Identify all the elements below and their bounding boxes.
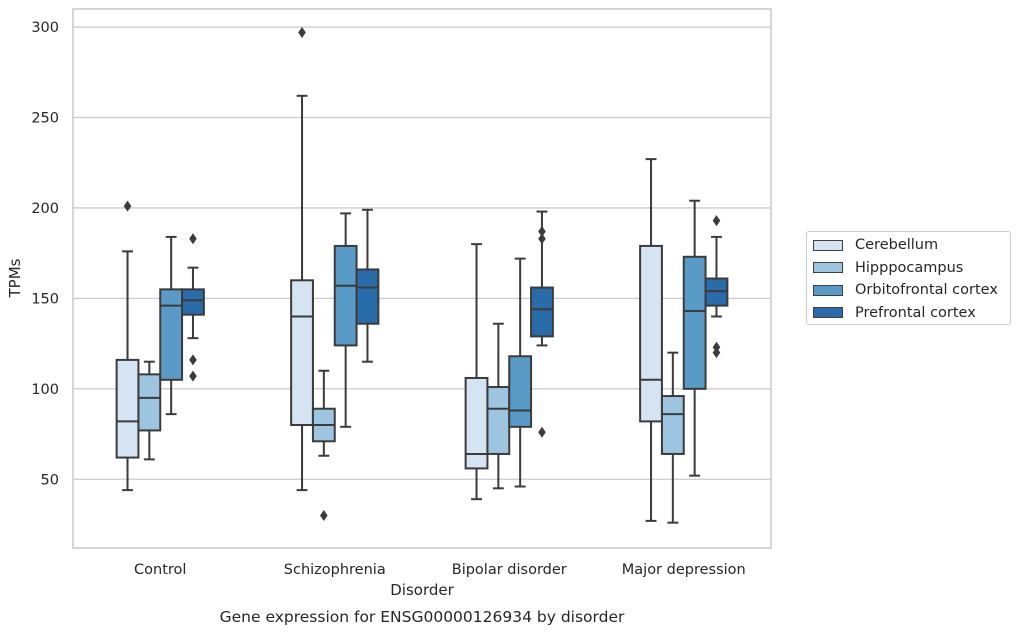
outlier-point xyxy=(538,233,546,245)
x-tick-label: Bipolar disorder xyxy=(452,562,567,578)
x-tick-label: Control xyxy=(134,562,186,578)
outlier-point xyxy=(538,426,546,438)
y-tick-label: 50 xyxy=(41,472,59,488)
legend-label: Orbitofrontal cortex xyxy=(855,282,998,298)
boxes xyxy=(115,27,729,524)
box xyxy=(508,355,533,428)
legend-swatch xyxy=(813,307,843,318)
box xyxy=(115,358,140,459)
box xyxy=(660,395,685,455)
y-axis-label: TPMs xyxy=(6,258,24,298)
box xyxy=(137,373,162,432)
legend-item: Prefrontal cortex xyxy=(813,304,976,322)
legend-label: Cerebellum xyxy=(855,237,939,253)
outlier-point xyxy=(538,225,546,237)
y-tick-label: 300 xyxy=(31,20,59,36)
y-tick-label: 100 xyxy=(31,382,59,398)
outlier-point xyxy=(320,509,328,521)
legend-item: Hipppocampus xyxy=(813,259,963,277)
box xyxy=(333,244,358,347)
outlier-point xyxy=(712,215,721,227)
outlier-point xyxy=(189,370,197,382)
box xyxy=(486,386,511,455)
box xyxy=(682,255,707,390)
outlier-point xyxy=(712,347,721,359)
x-tick-label: Major depression xyxy=(622,562,746,578)
legend-swatch xyxy=(813,239,843,251)
outlier-point xyxy=(189,354,197,366)
box xyxy=(639,244,663,423)
x-axis-label: Disorder xyxy=(390,581,454,599)
legend-item: Orbitofrontal cortex xyxy=(813,281,998,299)
chart-title: Gene expression for ENSG00000126934 by d… xyxy=(220,608,625,626)
x-tick-label: Schizophrenia xyxy=(284,562,386,578)
legend-swatch xyxy=(813,284,843,296)
outlier-point xyxy=(123,200,132,212)
box xyxy=(290,279,314,427)
outlier-point xyxy=(298,27,306,39)
legend-item: Cerebellum xyxy=(813,236,938,254)
box xyxy=(355,268,380,325)
legend-label: Hipppocampus xyxy=(855,259,964,276)
outlier-point xyxy=(189,233,197,245)
y-tick-label: 250 xyxy=(31,111,59,127)
box xyxy=(181,288,205,316)
legend: Cerebellum Hipppocampus Orbitofrontal cort… xyxy=(806,231,1011,325)
plot-frame xyxy=(72,8,772,549)
legend-swatch xyxy=(813,262,843,273)
box xyxy=(159,288,184,381)
axes: 50 100 150 200 250 300 Control Schizophrenia Bip… xyxy=(31,8,772,578)
box xyxy=(530,286,554,338)
y-tick-label: 150 xyxy=(31,291,59,307)
y-tick-label: 200 xyxy=(31,201,59,217)
legend-label: Prefrontal cortex xyxy=(855,304,976,321)
